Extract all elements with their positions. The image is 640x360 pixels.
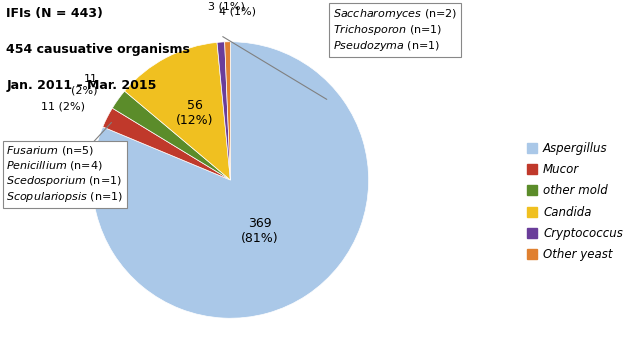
Text: 11 (2%): 11 (2%): [41, 101, 85, 111]
Wedge shape: [112, 91, 230, 180]
Text: IFIs (N = 443): IFIs (N = 443): [6, 7, 103, 20]
Text: 454 causuative organisms: 454 causuative organisms: [6, 43, 190, 56]
Legend: Aspergillus, Mucor, other mold, Candida, Cryptococcus, Other yeast: Aspergillus, Mucor, other mold, Candida,…: [522, 137, 628, 266]
Wedge shape: [92, 42, 369, 318]
Text: 56
(12%): 56 (12%): [176, 99, 214, 127]
Text: 11
(2%): 11 (2%): [72, 74, 98, 96]
Wedge shape: [225, 42, 230, 180]
Text: $\it{Fusarium}$ (n=5)
$\it{Penicillium}$ (n=4)
$\it{Scedosporium}$ (n=1)
$\it{Sc: $\it{Fusarium}$ (n=5) $\it{Penicillium}$…: [6, 144, 124, 204]
Wedge shape: [125, 42, 230, 180]
Text: Jan. 2011 – Mar. 2015: Jan. 2011 – Mar. 2015: [6, 79, 157, 92]
Text: 3 (1%): 3 (1%): [209, 1, 245, 12]
Wedge shape: [103, 108, 230, 180]
Text: 4 (1%): 4 (1%): [219, 7, 256, 17]
Text: $\it{Saccharomyces}$ (n=2)
$\it{Trichosporon}$ (n=1)
$\it{Pseudozyma}$ (n=1): $\it{Saccharomyces}$ (n=2) $\it{Trichosp…: [333, 7, 457, 53]
Text: 369
(81%): 369 (81%): [241, 217, 278, 244]
Wedge shape: [217, 42, 230, 180]
